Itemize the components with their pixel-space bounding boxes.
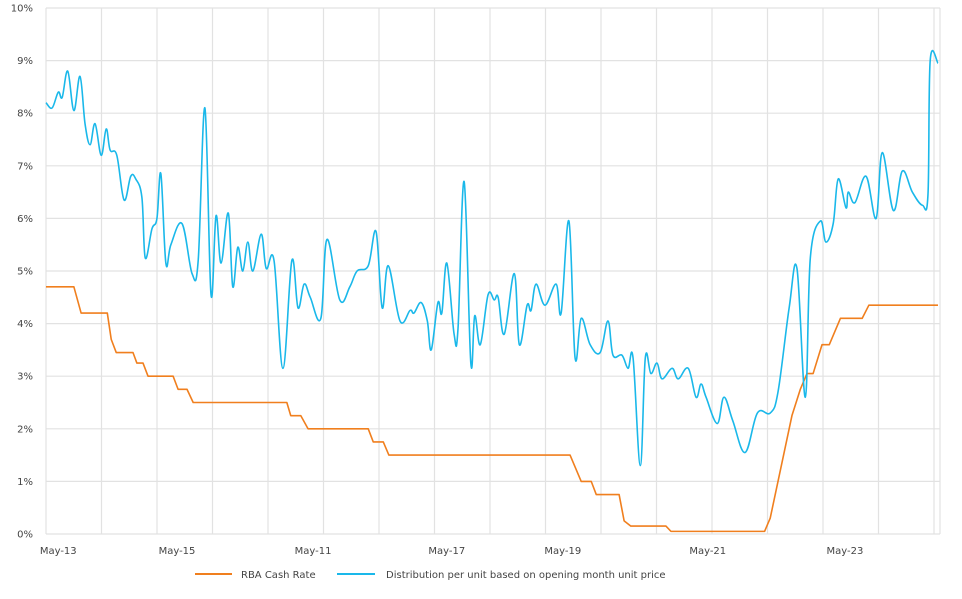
x-tick-label: May-11 <box>295 546 332 557</box>
legend-label-distribution: Distribution per unit based on opening m… <box>386 570 666 581</box>
y-tick-label: 2% <box>17 424 33 435</box>
legend-label-rba-cash-rate: RBA Cash Rate <box>241 570 316 581</box>
y-tick-label: 0% <box>17 530 33 541</box>
series-line-distribution <box>45 50 939 467</box>
series-lines <box>45 50 939 533</box>
x-axis: May-13 May-15 May-11 May-17 May-19 May-21 May-… <box>40 546 863 557</box>
x-tick-label: May-15 <box>159 546 196 557</box>
y-tick-label: 6% <box>17 214 33 225</box>
y-axis: 0% 1% 2% 3% 4% 5% 6% 7% 8% 9% 10% <box>11 4 33 541</box>
y-tick-label: 4% <box>17 319 33 330</box>
y-tick-label: 8% <box>17 109 33 120</box>
legend-item-rba-cash-rate[interactable]: RBA Cash Rate <box>195 570 316 581</box>
x-tick-label: May-23 <box>826 546 863 557</box>
x-tick-label: May-21 <box>689 546 726 557</box>
y-tick-label: 10% <box>11 4 33 15</box>
y-tick-label: 3% <box>17 372 33 383</box>
x-tick-label: May-19 <box>544 546 581 557</box>
y-tick-label: 9% <box>17 56 33 67</box>
x-tick-label: May-17 <box>428 546 465 557</box>
y-tick-label: 1% <box>17 477 33 488</box>
legend-item-distribution[interactable]: Distribution per unit based on opening m… <box>337 570 666 581</box>
x-tick-label: May-13 <box>40 546 77 557</box>
legend: RBA Cash Rate Distribution per unit base… <box>195 570 666 581</box>
y-tick-label: 7% <box>17 161 33 172</box>
y-tick-label: 5% <box>17 267 33 278</box>
